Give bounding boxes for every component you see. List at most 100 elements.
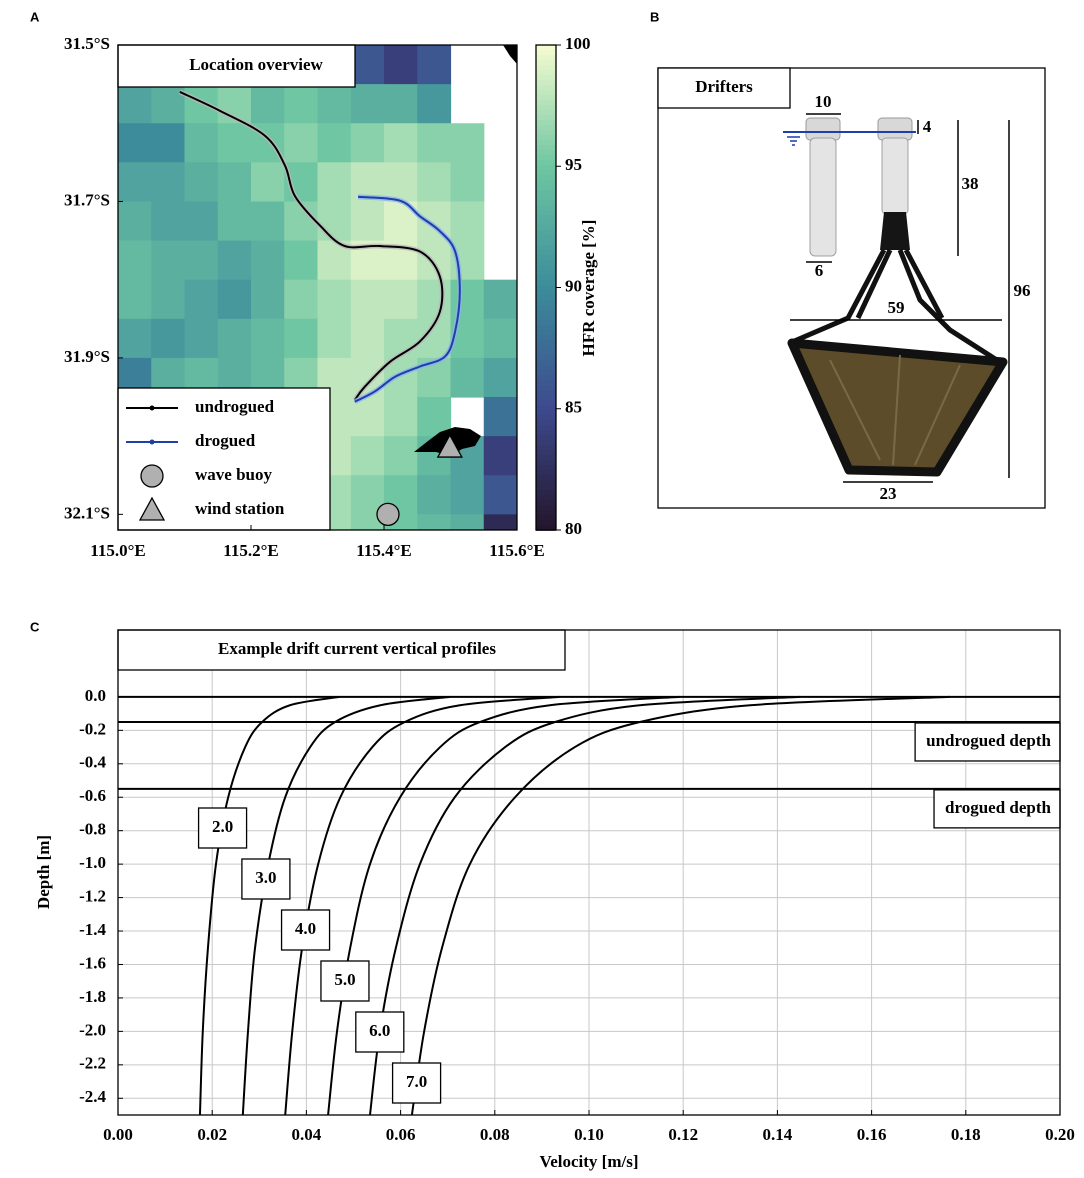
colorbar-strip	[536, 45, 556, 51]
heatmap-cell	[184, 318, 219, 359]
heatmap-cell	[217, 201, 252, 242]
colorbar-strip	[536, 105, 556, 111]
panel-frame	[657, 67, 1046, 509]
marker-triangle	[138, 496, 166, 521]
heatmap-cell	[483, 475, 517, 515]
x-tick-label: 0.12	[668, 1125, 698, 1144]
heatmap-cell	[317, 318, 352, 359]
heatmap-cell	[284, 318, 319, 359]
colorbar-strip	[536, 65, 556, 71]
heatmap-cell	[151, 201, 186, 242]
colorbar-strip	[536, 460, 556, 466]
colorbar-strip	[536, 260, 556, 266]
diagram-title: Drifters	[695, 77, 753, 96]
drifter-diagram: Drifters 10 4 38 6 59 96 23	[657, 67, 1046, 509]
colorbar-strip	[536, 235, 556, 241]
heatmap-cell	[284, 123, 319, 163]
heatmap-cell	[151, 84, 186, 124]
heatmap-cell	[317, 162, 352, 203]
heatmap-cell	[417, 279, 452, 320]
heatmap-cell	[118, 84, 152, 124]
colorbar-strip	[536, 405, 556, 411]
colorbar-strip	[536, 340, 556, 346]
curve-label: 5.0	[334, 970, 355, 989]
heatmap-cell	[317, 84, 352, 124]
profile-line	[327, 695, 680, 1115]
tube	[881, 137, 909, 215]
colorbar-strip	[536, 95, 556, 101]
y-tick-label: 0.0	[85, 686, 106, 705]
colorbar-strip	[536, 205, 556, 211]
curve-label: 6.0	[369, 1021, 390, 1040]
colorbar-strip	[536, 190, 556, 196]
heatmap-cell	[483, 357, 517, 398]
colorbar-strip	[536, 60, 556, 66]
heatmap-cell	[217, 123, 252, 163]
colorbar-strip	[536, 500, 556, 506]
heatmap-cell	[483, 318, 517, 359]
heatmap-cell	[151, 162, 186, 203]
heatmap-cell	[317, 279, 352, 320]
colorbar-strip	[536, 345, 556, 351]
colorbar-strip	[536, 435, 556, 441]
y-tick-label: -0.8	[79, 820, 106, 839]
colorbar-strip	[536, 415, 556, 421]
x-tick-label: 0.04	[292, 1125, 322, 1144]
colorbar-strip	[536, 385, 556, 391]
colorbar-strip	[536, 495, 556, 501]
reference-label-box	[914, 722, 1061, 762]
colorbar-strip	[536, 430, 556, 436]
heatmap-cell	[417, 397, 452, 437]
heatmap-cell	[118, 201, 152, 242]
colorbar-strip	[536, 455, 556, 461]
dimension-label: 6	[815, 261, 824, 280]
drogue-panels	[829, 354, 961, 466]
track	[354, 195, 461, 403]
y-tick-label: -0.2	[79, 719, 106, 738]
colorbar-strip	[536, 200, 556, 206]
heatmap-cell	[217, 162, 252, 203]
colorbar-strip	[536, 255, 556, 261]
colorbar-strip	[536, 70, 556, 76]
heatmap-cell	[384, 397, 418, 437]
heatmap-cell	[384, 162, 418, 203]
heatmap-cell	[450, 357, 485, 398]
colorbar-strip	[536, 525, 556, 531]
colorbar-strip	[536, 295, 556, 301]
reference-label: undrogued depth	[926, 731, 1051, 750]
x-tick-label: 115.0°E	[90, 541, 145, 560]
legend-label: drogued	[195, 431, 256, 450]
reference-label-box	[933, 789, 1061, 829]
x-axis-label: Velocity [m/s]	[540, 1152, 639, 1171]
x-tick-label: 0.16	[857, 1125, 887, 1144]
colorbar-strip	[536, 375, 556, 381]
heatmap-cell	[417, 84, 452, 124]
heatmap-cell	[450, 279, 485, 320]
colorbar-strip	[536, 195, 556, 201]
heatmap-cell	[184, 162, 219, 203]
heatmap-cell	[417, 45, 452, 85]
heatmap-cell	[483, 397, 517, 437]
colorbar-strip	[536, 220, 556, 226]
colorbar-strip	[536, 450, 556, 456]
curve-label-box	[391, 1062, 442, 1104]
tube	[809, 137, 837, 257]
dimension-label: 96	[1014, 281, 1031, 300]
map-title: Location overview	[189, 55, 323, 74]
heatmap-cell	[251, 279, 285, 320]
colorbar-strip	[536, 465, 556, 471]
colorbar-strip	[536, 270, 556, 276]
heatmap-cell	[184, 123, 219, 163]
map-frame	[117, 44, 518, 531]
heatmap-cell	[317, 201, 352, 242]
colorbar-strip	[536, 275, 556, 281]
colorbar-strip	[536, 245, 556, 251]
heatmap-cell	[151, 123, 186, 163]
x-tick-label: 0.02	[197, 1125, 227, 1144]
colorbar-strip	[536, 440, 556, 446]
heatmap-cell	[184, 240, 219, 281]
colorbar-strip	[536, 475, 556, 481]
profile-overlay: Example drift current vertical profiles …	[117, 629, 1061, 1104]
title-box	[657, 67, 791, 109]
heatmap-cell	[151, 279, 186, 320]
